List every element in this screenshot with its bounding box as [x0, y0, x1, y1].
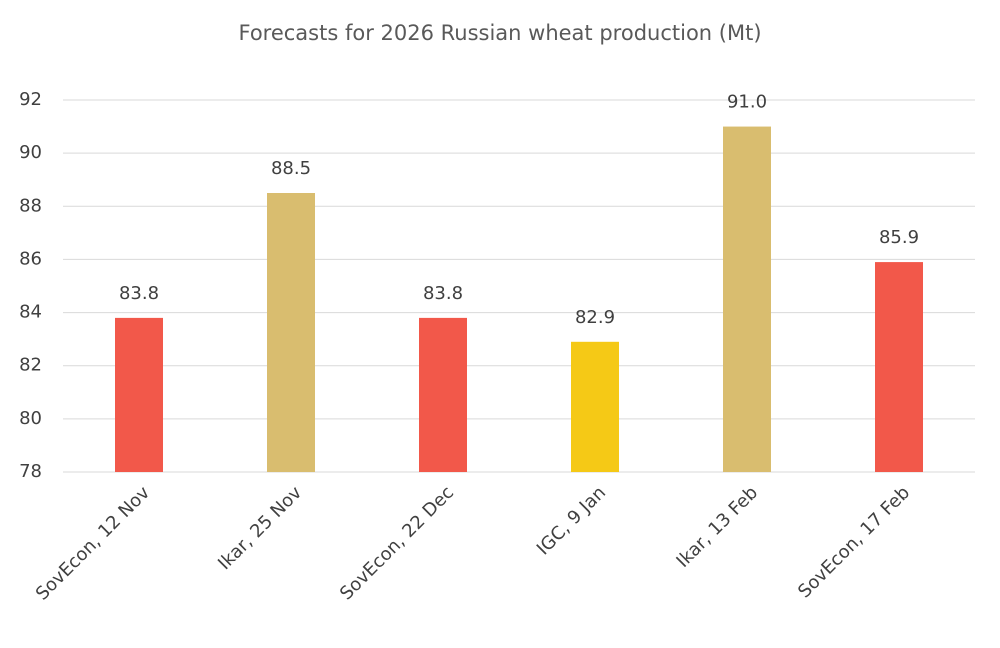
y-tick-label: 90: [19, 142, 42, 163]
x-tick-label: Ikar, 13 Feb: [672, 482, 762, 572]
bar: [115, 317, 163, 472]
data-label: 91.0: [727, 92, 767, 113]
y-tick-label: 80: [19, 408, 42, 429]
chart-title: Forecasts for 2026 Russian wheat product…: [238, 21, 761, 45]
data-label: 82.9: [575, 307, 615, 328]
data-label: 83.8: [423, 283, 463, 304]
bar: [723, 126, 771, 473]
x-tick-label: SovEcon, 17 Feb: [794, 482, 914, 602]
x-tick-label: SovEcon, 12 Nov: [32, 482, 155, 605]
bar: [267, 193, 315, 472]
x-tick-label: Ikar, 25 Nov: [214, 482, 306, 574]
y-tick-label: 88: [19, 195, 42, 216]
y-tick-label: 86: [19, 248, 42, 269]
data-label: 88.5: [271, 158, 311, 179]
bar: [875, 262, 923, 472]
data-label: 83.8: [119, 283, 159, 304]
y-tick-label: 82: [19, 355, 42, 376]
bar: [419, 317, 467, 472]
data-label: 85.9: [879, 227, 919, 248]
x-tick-label: SovEcon, 22 Dec: [336, 482, 458, 604]
y-tick-label: 78: [19, 461, 42, 482]
bar: [571, 341, 619, 472]
y-tick-label: 84: [19, 302, 42, 323]
y-tick-label: 92: [19, 89, 42, 110]
x-tick-label: IGC, 9 Jan: [533, 482, 610, 559]
